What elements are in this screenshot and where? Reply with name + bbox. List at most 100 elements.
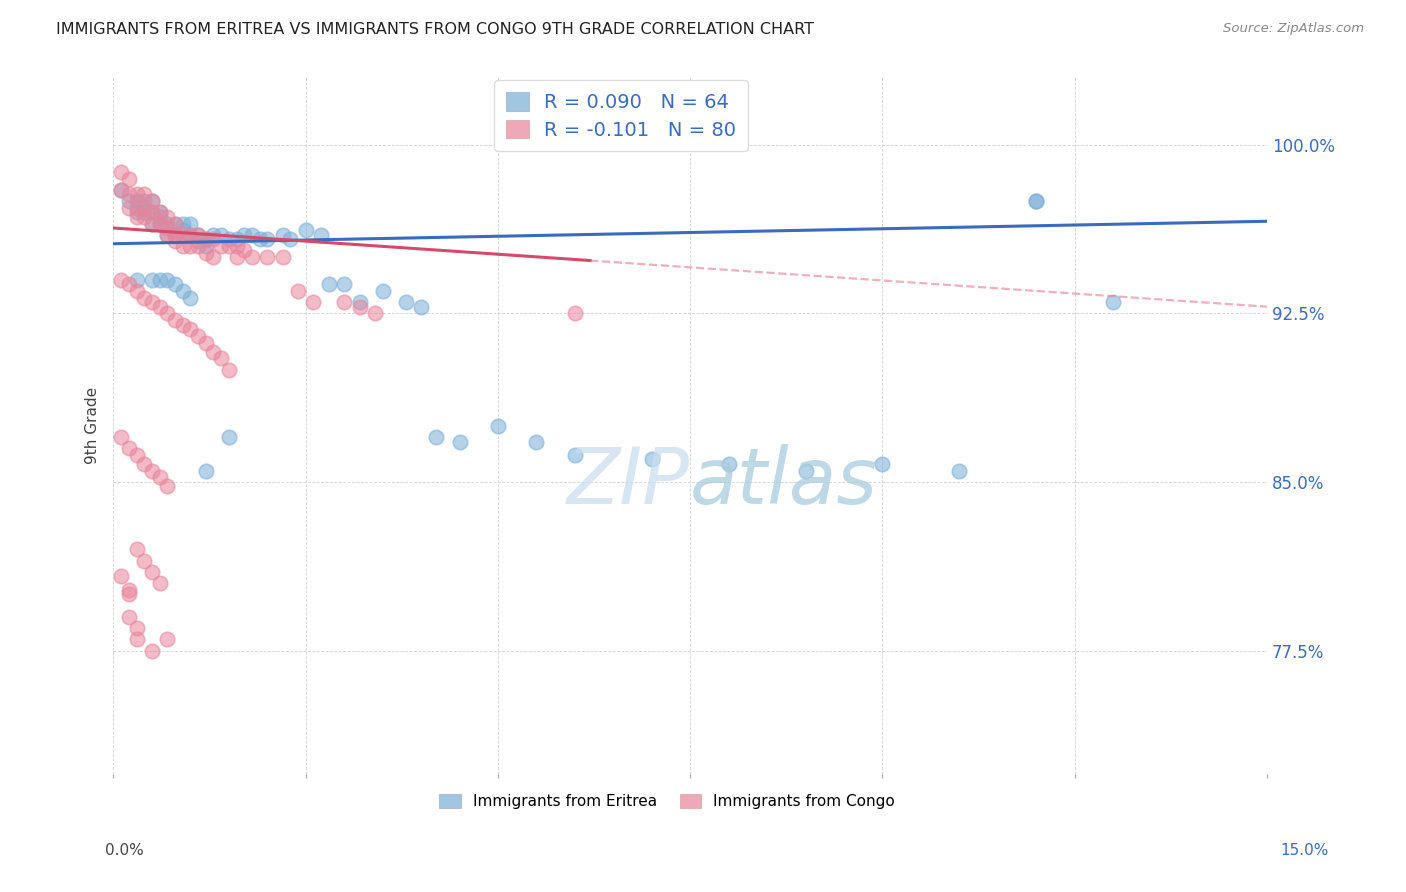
Point — [125, 632, 148, 647]
Legend: Immigrants from Eritrea, Immigrants from Congo: Immigrants from Eritrea, Immigrants from… — [433, 788, 901, 815]
Point — [110, 183, 132, 197]
Point — [118, 277, 141, 292]
Point — [333, 277, 356, 292]
Point — [118, 609, 141, 624]
Point — [187, 235, 209, 249]
Point — [163, 217, 186, 231]
Point — [395, 295, 418, 310]
Point — [194, 239, 217, 253]
Point — [118, 194, 141, 208]
Point — [156, 210, 179, 224]
Point — [125, 210, 148, 224]
Point — [149, 576, 172, 591]
Point — [118, 171, 141, 186]
Point — [149, 217, 172, 231]
Point — [1025, 194, 1047, 208]
Point — [134, 187, 156, 202]
Point — [134, 457, 156, 471]
Point — [149, 217, 172, 231]
Point — [240, 250, 263, 264]
Point — [225, 239, 247, 253]
Point — [141, 205, 163, 219]
Point — [309, 227, 332, 242]
Point — [125, 621, 148, 635]
Point — [318, 277, 340, 292]
Point — [218, 430, 240, 444]
Point — [118, 587, 141, 601]
Point — [134, 210, 156, 224]
Text: ZIP: ZIP — [567, 443, 690, 519]
Point — [134, 201, 156, 215]
Point — [202, 250, 225, 264]
Point — [156, 217, 179, 231]
Point — [218, 239, 240, 253]
Point — [141, 217, 163, 231]
Point — [872, 457, 894, 471]
Point — [564, 448, 586, 462]
Point — [449, 434, 471, 449]
Point — [156, 273, 179, 287]
Point — [1102, 295, 1125, 310]
Point — [134, 205, 156, 219]
Point — [271, 227, 294, 242]
Point — [141, 217, 163, 231]
Point — [364, 306, 387, 320]
Point — [149, 300, 172, 314]
Point — [194, 232, 217, 246]
Point — [233, 227, 256, 242]
Point — [218, 232, 240, 246]
Point — [163, 227, 186, 242]
Point — [526, 434, 548, 449]
Point — [179, 322, 201, 336]
Point — [202, 344, 225, 359]
Point — [156, 227, 179, 242]
Point — [118, 187, 141, 202]
Point — [172, 223, 194, 237]
Point — [134, 194, 156, 208]
Point — [134, 291, 156, 305]
Point — [163, 313, 186, 327]
Point — [149, 273, 172, 287]
Point — [187, 239, 209, 253]
Point — [125, 187, 148, 202]
Point — [564, 306, 586, 320]
Point — [209, 227, 232, 242]
Point — [194, 335, 217, 350]
Point — [172, 318, 194, 332]
Point — [179, 291, 201, 305]
Point — [287, 284, 309, 298]
Point — [110, 183, 132, 197]
Point — [486, 418, 509, 433]
Text: Source: ZipAtlas.com: Source: ZipAtlas.com — [1223, 22, 1364, 36]
Point — [194, 464, 217, 478]
Point — [125, 205, 148, 219]
Point — [125, 542, 148, 557]
Point — [141, 194, 163, 208]
Point — [349, 295, 371, 310]
Text: atlas: atlas — [690, 443, 879, 519]
Point — [156, 632, 179, 647]
Point — [302, 295, 325, 310]
Point — [149, 210, 172, 224]
Point — [233, 244, 256, 258]
Point — [110, 430, 132, 444]
Point — [717, 457, 740, 471]
Point — [156, 479, 179, 493]
Point — [141, 295, 163, 310]
Text: 0.0%: 0.0% — [105, 843, 145, 858]
Point — [641, 452, 664, 467]
Point — [249, 232, 271, 246]
Point — [202, 232, 225, 246]
Point — [118, 201, 141, 215]
Point — [425, 430, 447, 444]
Point — [163, 235, 186, 249]
Point — [187, 227, 209, 242]
Text: IMMIGRANTS FROM ERITREA VS IMMIGRANTS FROM CONGO 9TH GRADE CORRELATION CHART: IMMIGRANTS FROM ERITREA VS IMMIGRANTS FR… — [56, 22, 814, 37]
Point — [141, 565, 163, 579]
Point — [125, 194, 148, 208]
Point — [134, 553, 156, 567]
Y-axis label: 9th Grade: 9th Grade — [86, 387, 100, 465]
Point — [333, 295, 356, 310]
Point — [110, 165, 132, 179]
Point — [218, 362, 240, 376]
